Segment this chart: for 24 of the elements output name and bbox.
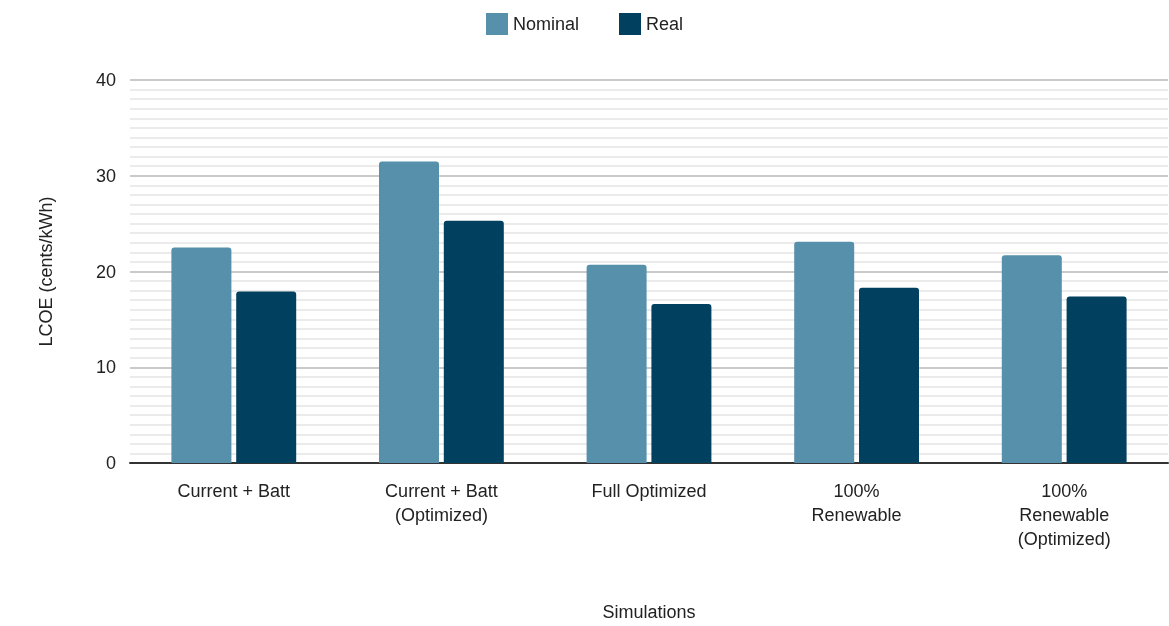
bar bbox=[794, 241, 855, 463]
bar bbox=[651, 304, 712, 463]
x-tick-label: Current + Batt (Optimized) bbox=[385, 481, 498, 525]
x-axis-title: Simulations bbox=[602, 602, 696, 622]
y-tick-label: 20 bbox=[95, 261, 116, 282]
y-tick-label: 30 bbox=[95, 165, 116, 186]
y-axis-title: LCOE (cents/kWh) bbox=[36, 196, 56, 347]
bar bbox=[859, 287, 919, 463]
y-tick-label: 0 bbox=[105, 453, 116, 473]
bar bbox=[1066, 296, 1127, 463]
bar bbox=[236, 291, 297, 463]
x-tick-label: 100% Renewable (Optimized) bbox=[1017, 481, 1111, 549]
y-tick-label: 10 bbox=[95, 357, 116, 378]
y-tick-label: 40 bbox=[95, 70, 116, 90]
legend-label: Real bbox=[646, 14, 684, 34]
x-tick-label: Full Optimized bbox=[591, 481, 707, 501]
bar bbox=[1001, 255, 1062, 463]
legend-label: Nominal bbox=[512, 14, 580, 34]
x-tick-label: Current + Batt bbox=[177, 481, 291, 501]
bar bbox=[586, 264, 647, 463]
bar bbox=[443, 220, 504, 463]
bar bbox=[379, 161, 439, 463]
x-tick-label: 100% Renewable bbox=[811, 481, 902, 525]
bar bbox=[171, 247, 232, 463]
